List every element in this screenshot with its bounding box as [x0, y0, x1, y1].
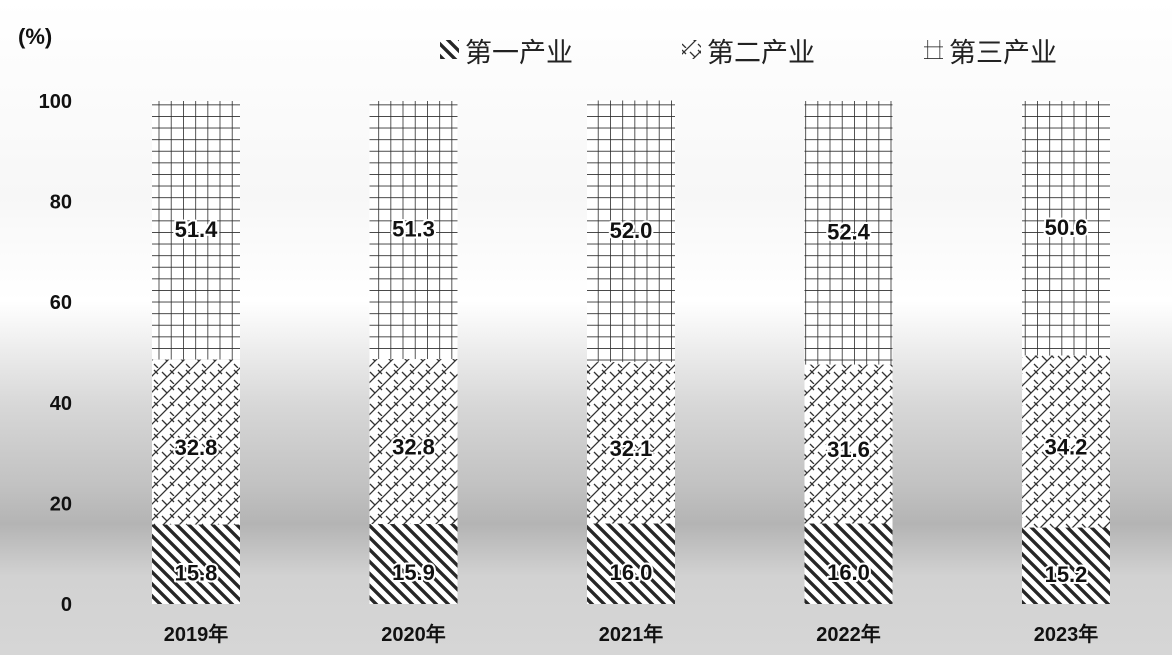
- data-label: 16.0: [827, 560, 870, 585]
- legend-label: 第一产业: [465, 38, 573, 69]
- data-label: 52.4: [827, 219, 871, 244]
- bar-segment: [1022, 355, 1110, 528]
- x-tick-label: 2020年: [381, 622, 446, 646]
- bar-segment: [369, 524, 458, 604]
- data-label: 16.0: [610, 560, 653, 585]
- y-axis-ticks: 0 20 40 60 80 100: [39, 91, 72, 616]
- bar-segment: [804, 364, 893, 524]
- bar-segment: [152, 359, 240, 525]
- y-axis-unit: (%): [18, 24, 52, 49]
- x-axis-labels: 2019年 2020年 2021年 2022年 2023年: [164, 622, 1099, 646]
- legend-label: 第三产业: [949, 38, 1057, 69]
- y-tick-label: 20: [50, 493, 72, 515]
- x-tick-label: 2019年: [164, 622, 229, 646]
- data-label: 51.4: [175, 217, 219, 242]
- data-label: 51.3: [392, 217, 435, 242]
- bar-segment: [369, 101, 458, 360]
- bar-segment: [587, 362, 675, 524]
- bar-segment: [587, 523, 675, 604]
- legend-swatch: [682, 40, 701, 59]
- bar-segment: [369, 359, 458, 525]
- legend-swatch: [440, 40, 459, 59]
- y-tick-label: 0: [61, 594, 72, 616]
- data-label: 52.0: [610, 218, 653, 243]
- y-tick-label: 40: [50, 393, 72, 415]
- bar-segment: [587, 100, 675, 363]
- bar-segment: [1022, 101, 1110, 356]
- bar-segment: [1022, 527, 1110, 604]
- y-tick-label: 60: [50, 292, 72, 314]
- data-label: 34.2: [1045, 435, 1088, 460]
- y-tick-label: 80: [50, 192, 72, 214]
- data-label: 15.2: [1045, 562, 1088, 587]
- bar-segment: [152, 101, 240, 360]
- bar-segment: [804, 101, 893, 365]
- legend-label: 第二产业: [707, 38, 815, 69]
- bar-segment: [152, 524, 240, 604]
- x-tick-label: 2023年: [1034, 622, 1099, 646]
- legend-swatch: [924, 40, 943, 59]
- data-label: 50.6: [1045, 215, 1088, 240]
- data-label: 15.8: [175, 560, 218, 585]
- data-labels: 15.8 32.8 51.4 15.9 32.8 51.3 16.0 32.1 52.0 16.0…: [173, 213, 1090, 589]
- bars: [152, 100, 1110, 604]
- data-label: 32.1: [610, 436, 653, 461]
- data-label: 32.8: [392, 435, 435, 460]
- data-label: 32.8: [175, 435, 218, 460]
- x-tick-label: 2021年: [599, 622, 664, 646]
- legend: 第一产业 第二产业 第三产业: [440, 38, 1057, 69]
- x-tick-label: 2022年: [816, 622, 881, 646]
- data-label: 31.6: [827, 437, 870, 462]
- y-tick-label: 100: [39, 91, 72, 113]
- data-label: 15.9: [392, 560, 435, 585]
- bar-segment: [804, 523, 893, 604]
